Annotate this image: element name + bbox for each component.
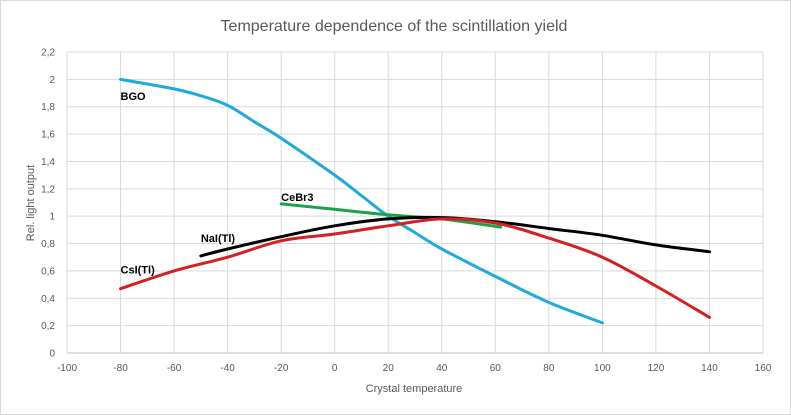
- x-tick-label: 160: [755, 363, 772, 374]
- y-axis-title: Rel. light output: [25, 165, 37, 241]
- x-axis-title: Crystal temperature: [366, 383, 463, 395]
- y-tick-label: 0: [49, 349, 55, 360]
- x-tick-label: -40: [220, 363, 235, 374]
- series-lines: [119, 77, 711, 325]
- y-tick-label: 1,2: [41, 184, 55, 195]
- y-tick-label: 0,4: [41, 294, 55, 305]
- series-label-nai-tl: NaI(Tl): [201, 233, 236, 245]
- y-tick-label: 1: [49, 212, 55, 223]
- series-line-cebr3: [279, 202, 503, 229]
- axes: 0 0,2 0,4 0,6 0,8 1 1,2 1,4 1,6 1,8 2 2,2 -100 -80 -60…: [41, 48, 772, 375]
- y-tick-label: 0,2: [41, 321, 55, 332]
- x-tick-label: -20: [274, 363, 289, 374]
- y-tick-label: 1,6: [41, 130, 55, 141]
- series-label-csi-tl: CsI(Tl): [121, 265, 156, 277]
- series-line-nai-tl: [199, 215, 711, 258]
- x-tick-label: 100: [594, 363, 611, 374]
- chart-title: Temperature dependence of the scintillat…: [221, 18, 568, 35]
- y-tick-label: 0,6: [41, 266, 55, 277]
- x-tick-label: -100: [57, 363, 77, 374]
- x-tick-label: 60: [490, 363, 502, 374]
- y-tick-label: 1,4: [41, 157, 55, 168]
- y-tick-label: 1,8: [41, 102, 55, 113]
- y-tick-label: 2,2: [41, 48, 55, 59]
- grid: [66, 51, 764, 353]
- y-tick-label: 0,8: [41, 239, 55, 250]
- x-tick-label: -80: [113, 363, 128, 374]
- x-tick-label: 40: [436, 363, 448, 374]
- series-label-bgo: BGO: [121, 91, 146, 103]
- x-tick-label: 20: [383, 363, 395, 374]
- series-line-bgo: [119, 77, 604, 325]
- series-labels: BGO CeBr3 NaI(Tl) CsI(Tl): [121, 91, 314, 277]
- y-tick-label: 2: [49, 75, 55, 86]
- x-tick-label: 0: [332, 363, 338, 374]
- x-tick-label: 140: [701, 363, 718, 374]
- x-tick-label: 80: [543, 363, 555, 374]
- series-label-cebr3: CeBr3: [281, 192, 313, 204]
- x-tick-label: 120: [648, 363, 665, 374]
- series-line-csi-tl: [119, 217, 711, 319]
- x-tick-label: -60: [167, 363, 182, 374]
